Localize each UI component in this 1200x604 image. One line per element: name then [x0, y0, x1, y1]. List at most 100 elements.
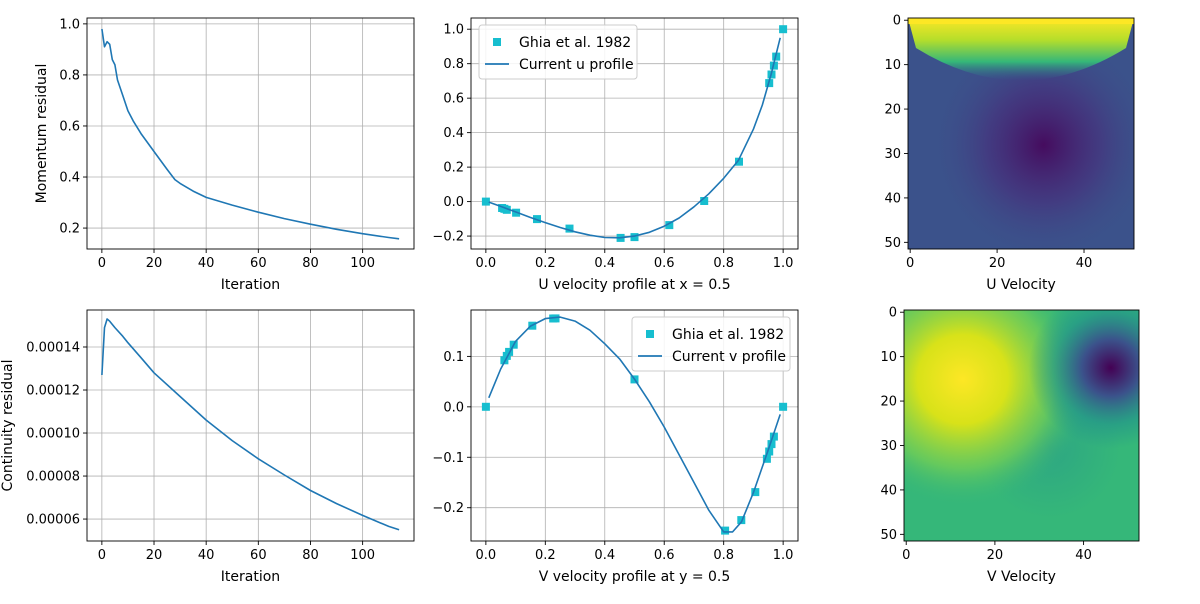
continuity-chart: 0 20 40 60 80 100 0.00006 0.00008 0.00010 0.00012… [0, 309, 415, 585]
x-tick-label: 0 [98, 256, 106, 271]
v-profile-data-point [779, 402, 788, 411]
x-tick-label: 0 [906, 256, 914, 271]
v-profile-legend: Ghia et al. 1982 Current v profile [631, 316, 791, 372]
y-tick-label: 50 [884, 236, 901, 251]
x-tick-label: 0.6 [654, 256, 675, 271]
y-tick-label: 0.6 [443, 92, 464, 107]
v-profile-data-point [762, 454, 771, 463]
x-tick-label: 100 [350, 548, 375, 563]
y-tick-label: 10 [884, 58, 901, 73]
y-tick-label: 0.1 [443, 350, 464, 365]
v-profile-data-point [551, 314, 560, 323]
x-tick-label: 60 [250, 256, 267, 271]
u-velocity-image [908, 18, 1134, 249]
y-tick-label: 20 [880, 395, 897, 410]
legend-marker [646, 330, 654, 338]
v-profile-data-point [767, 440, 776, 449]
x-tick-label: 80 [302, 256, 319, 271]
y-tick-label: 1.0 [443, 23, 464, 38]
momentum-series-line [101, 28, 400, 240]
u-profile-data-point [700, 197, 709, 205]
v-velocity-axes-frame [903, 309, 1140, 542]
x-axis-label: U velocity profile at x = 0.5 [538, 277, 730, 293]
x-tick-label: 40 [198, 548, 215, 563]
y-tick-label: −0.2 [432, 501, 464, 516]
x-tick-label: 0 [98, 548, 106, 563]
x-tick-label: 20 [987, 548, 1004, 563]
x-axis-label: Iteration [221, 277, 280, 293]
y-tick-label: 0.00010 [26, 427, 80, 442]
v-profile-axes-frame [470, 309, 799, 542]
y-tick-label: 40 [884, 191, 901, 206]
v-velocity-image [904, 310, 1139, 541]
u-profile-data-point [665, 221, 674, 230]
x-tick-label: 0.2 [535, 256, 556, 271]
v-profile-data-point [769, 432, 778, 441]
y-tick-label: 0.4 [59, 171, 80, 186]
y-tick-label: 0.00008 [26, 470, 80, 485]
x-tick-label: 0.8 [713, 548, 734, 563]
y-tick-label: 20 [884, 103, 901, 118]
momentum-axes-frame [86, 17, 415, 250]
x-tick-label: 0.0 [476, 256, 497, 271]
legend-entry: Ghia et al. 1982 [672, 327, 784, 343]
x-tick-label: 0.0 [476, 548, 497, 563]
x-tick-label: 40 [1076, 256, 1093, 271]
v-profile-data-point [721, 526, 730, 535]
x-tick-label: 0.4 [594, 256, 615, 271]
u-profile-legend: Ghia et al. 1982 Current u profile [478, 24, 638, 80]
y-tick-label: 10 [880, 350, 897, 365]
y-tick-label: 30 [884, 147, 901, 162]
y-tick-label: 0.00014 [26, 340, 80, 355]
legend-entry: Current u profile [519, 57, 634, 73]
x-axis-label: Iteration [221, 569, 280, 585]
y-tick-label: −0.2 [432, 230, 464, 245]
u-profile-data-point [630, 233, 639, 242]
heatmap-lid-edge [908, 18, 1134, 24]
y-tick-label: −0.1 [432, 451, 464, 466]
y-tick-label: 40 [880, 483, 897, 498]
y-tick-label: 0 [893, 14, 901, 29]
u-velocity-chart: 0 20 40 0 10 20 30 40 50 U Velocity [884, 14, 1135, 293]
heatmap-negative [904, 310, 1139, 541]
legend-frame [631, 316, 791, 372]
x-tick-label: 40 [1075, 548, 1092, 563]
x-tick-label: 100 [350, 256, 375, 271]
u-profile-data-point [779, 25, 788, 34]
x-tick-label: 0 [902, 548, 910, 563]
v-velocity-chart: 0 20 40 0 10 20 30 40 50 V Velocity [880, 306, 1140, 585]
continuity-axes-frame [86, 309, 415, 542]
x-tick-label: 20 [146, 256, 163, 271]
y-tick-label: 0.0 [443, 400, 464, 415]
v-profile-data-point [751, 488, 760, 497]
u-profile-data-point [502, 205, 511, 214]
u-profile-chart: 0.0 0.2 0.4 0.6 0.8 1.0 −0.2 0.0 0.2 0.4 0.6 0.8 1.0… [432, 17, 799, 293]
y-tick-label: 0.00006 [26, 513, 80, 528]
x-tick-label: 1.0 [773, 548, 794, 563]
y-axis-label: Continuity residual [0, 360, 16, 492]
y-tick-label: 50 [880, 528, 897, 543]
legend-frame [478, 24, 638, 80]
y-tick-label: 0.0 [443, 195, 464, 210]
v-profile-data-point [481, 402, 490, 411]
u-profile-axes-frame [470, 17, 799, 250]
x-tick-label: 0.2 [535, 548, 556, 563]
legend-entry: Ghia et al. 1982 [519, 35, 631, 51]
x-tick-label: 20 [146, 548, 163, 563]
u-velocity-axes-frame [907, 17, 1135, 250]
x-tick-label: 1.0 [773, 256, 794, 271]
x-axis-label: V velocity profile at y = 0.5 [539, 569, 731, 585]
y-tick-label: 0.4 [443, 126, 464, 141]
y-axis-label: Momentum residual [34, 64, 50, 204]
v-profile-data-point [737, 516, 746, 525]
u-profile-data-point [481, 197, 490, 206]
x-tick-label: 0.6 [654, 548, 675, 563]
heatmap-lid [908, 18, 1134, 81]
x-tick-label: 80 [302, 548, 319, 563]
v-profile-data-point [500, 356, 509, 365]
momentum-chart: 0 20 40 60 80 100 0.2 0.4 0.6 0.8 1.0 Iteration Mome… [34, 17, 415, 293]
x-tick-label: 0.8 [713, 256, 734, 271]
y-tick-label: 0.2 [59, 222, 80, 237]
